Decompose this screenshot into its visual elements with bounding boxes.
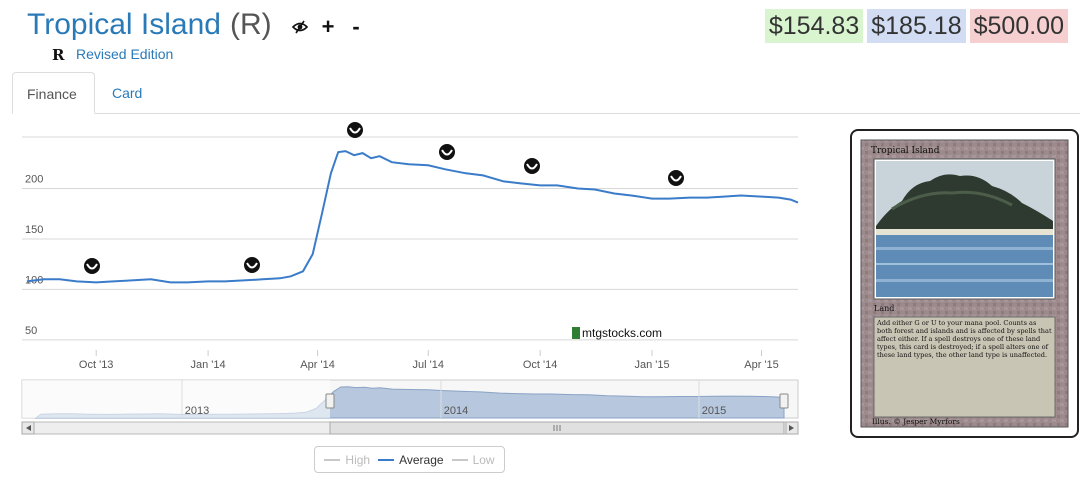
remove-button[interactable]: - <box>352 14 360 39</box>
x-tick-label: Jan '14 <box>191 359 226 371</box>
y-tick-label: 200 <box>25 173 43 185</box>
tab-finance[interactable]: Finance <box>12 72 95 114</box>
scroll-left-arrow-icon <box>26 425 31 431</box>
navigator-handle-right[interactable] <box>779 393 789 409</box>
price-badges: $154.83 $185.18 $500.00 <box>764 9 1068 43</box>
card-tools: + - <box>286 14 370 40</box>
watermark-logo-icon <box>572 327 580 339</box>
x-tick-label: Apr '14 <box>300 359 335 371</box>
edition-row: R Revised Edition <box>52 46 173 62</box>
card-image-rules: Add either G or U to your mana pool. Cou… <box>877 319 1052 359</box>
navigator-handle-left[interactable] <box>325 393 335 409</box>
card-image-title: Tropical Island <box>871 146 940 156</box>
legend-swatch-high <box>324 458 341 461</box>
x-tick-label: Apr '15 <box>744 359 779 371</box>
y-tick-label: 50 <box>25 325 37 337</box>
card-image-artist: Illus. © Jesper Myrfors <box>872 417 960 426</box>
set-symbol-icon: R <box>52 46 65 62</box>
x-tick-label: Jan '15 <box>634 359 669 371</box>
set-release-icon-m15[interactable] <box>439 144 455 160</box>
set-release-icon-fate-reforged[interactable] <box>668 170 684 186</box>
x-tick-label: Oct '14 <box>523 359 558 371</box>
x-tick-label: Jul '14 <box>413 359 444 371</box>
series-line-average <box>26 150 799 284</box>
legend-label-low: Low <box>472 452 495 467</box>
high-price-badge: $500.00 <box>969 9 1068 43</box>
low-price-badge: $154.83 <box>764 9 864 43</box>
y-tick-label: 150 <box>25 224 43 236</box>
scroll-right-arrow-icon <box>789 425 794 431</box>
card-name: Tropical Island <box>27 8 221 41</box>
set-release-icon-theros[interactable] <box>84 258 100 274</box>
legend-item-average[interactable]: Average <box>378 452 444 467</box>
legend-item-low[interactable]: Low <box>451 452 495 467</box>
tab-card[interactable]: Card <box>112 85 143 101</box>
navigator-year-label: 2013 <box>185 405 209 417</box>
watermark-text: mtgstocks.com <box>582 326 662 340</box>
set-release-icon-journey-into-nyx[interactable] <box>347 122 363 138</box>
card-image-frame: Tropical Island Land Add either G or U t… <box>850 129 1079 438</box>
edition-link[interactable]: Revised Edition <box>76 46 174 62</box>
card-title-row: Tropical Island (R) <box>27 8 272 42</box>
set-release-icon-born-of-the-gods[interactable] <box>244 257 260 273</box>
average-price-badge: $185.18 <box>867 9 966 43</box>
rarity-label: (R) <box>229 8 272 41</box>
legend-swatch-low <box>451 458 468 461</box>
scrollbar-grip-icon <box>553 425 561 431</box>
svg-text:R: R <box>52 46 65 62</box>
legend-label-high: High <box>345 452 371 467</box>
set-release-icon-khans-of-tarkir[interactable] <box>524 158 540 174</box>
legend-swatch-average <box>378 458 395 461</box>
card-image: Tropical Island Land Add either G or U t… <box>860 139 1069 428</box>
card-image-type: Land <box>874 304 894 313</box>
legend-item-high[interactable]: High <box>324 453 370 467</box>
add-button[interactable]: + <box>321 14 335 39</box>
navigator-mask <box>22 380 330 418</box>
legend-label-average: Average <box>399 452 444 467</box>
navigator-year-label: 2015 <box>702 405 726 417</box>
x-tick-label: Oct '13 <box>79 359 114 371</box>
hide-eye-icon[interactable] <box>286 14 314 40</box>
tab-bar: Finance Card <box>12 72 1080 114</box>
navigator-year-label: 2014 <box>444 405 468 417</box>
chart-legend: High Average Low <box>314 446 505 473</box>
